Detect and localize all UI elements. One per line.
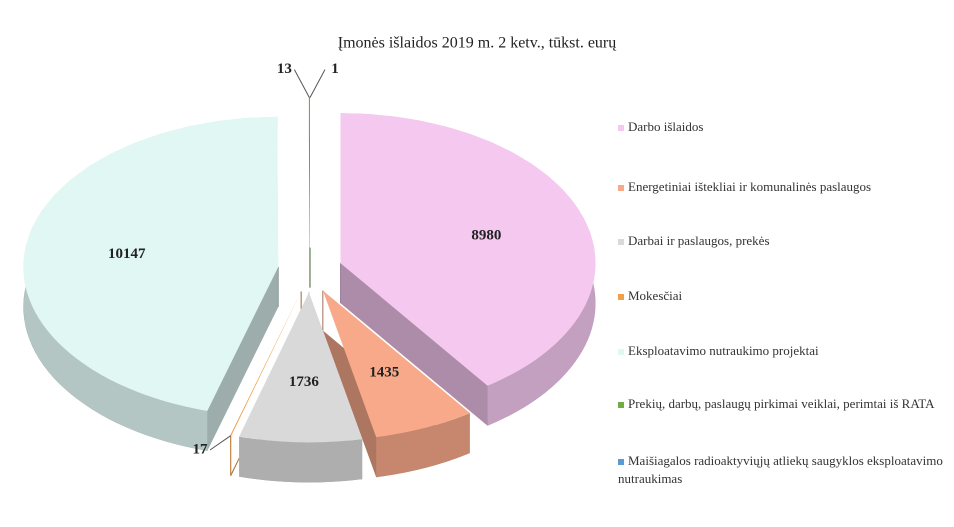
slice [239, 292, 363, 443]
legend-item: Maišiagalos radioaktyviųjų atliekų saugy… [618, 452, 948, 488]
legend-label: Energetiniai ištekliai ir komunalinės pa… [628, 179, 872, 194]
legend-label: Maišiagalos radioaktyviųjų atliekų saugy… [618, 453, 943, 486]
slice [23, 116, 279, 411]
legend-swatch [618, 125, 624, 132]
legend-item: Mokesčiai [618, 287, 948, 305]
legend-label: Darbo išlaidos [628, 119, 704, 134]
legend-swatch [618, 185, 624, 192]
leader-line [309, 69, 326, 98]
legend-item: Energetiniai ištekliai ir komunalinės pa… [618, 178, 948, 196]
legend-item: Darbai ir paslaugos, prekės [618, 232, 948, 250]
legend-label: Eksploatavimo nutraukimo projektai [628, 343, 819, 358]
legend-label: Prekių, darbų, paslaugų pirkimai veiklai… [628, 396, 935, 411]
data-label: 13 [277, 61, 292, 77]
data-label: 1435 [369, 364, 399, 380]
data-label: 1 [331, 61, 339, 77]
legend-swatch [618, 459, 624, 466]
legend-label: Darbai ir paslaugos, prekės [628, 233, 770, 248]
data-label: 10147 [108, 246, 146, 262]
legend-label: Mokesčiai [628, 288, 683, 303]
slice-side [239, 436, 363, 483]
legend-swatch [618, 294, 624, 301]
data-label: 1736 [289, 374, 320, 390]
slice-side [230, 435, 232, 476]
leader-line [293, 69, 310, 98]
slice [230, 291, 302, 436]
legend-swatch [618, 402, 624, 409]
leader-line [209, 435, 231, 451]
data-label: 8980 [471, 227, 501, 243]
slice [308, 97, 310, 248]
legend-item: Darbo išlaidos [618, 118, 948, 136]
chart-title: Įmonės išlaidos 2019 m. 2 ketv., tūkst. … [338, 35, 617, 52]
data-label: 17 [193, 441, 209, 457]
legend-item: Prekių, darbų, paslaugų pirkimai veiklai… [618, 395, 948, 413]
slice [322, 290, 470, 438]
legend-swatch [618, 349, 624, 356]
slice [340, 113, 596, 386]
legend-item: Eksploatavimo nutraukimo projektai [618, 342, 948, 360]
slice-side [376, 413, 470, 478]
legend-swatch [618, 239, 624, 246]
